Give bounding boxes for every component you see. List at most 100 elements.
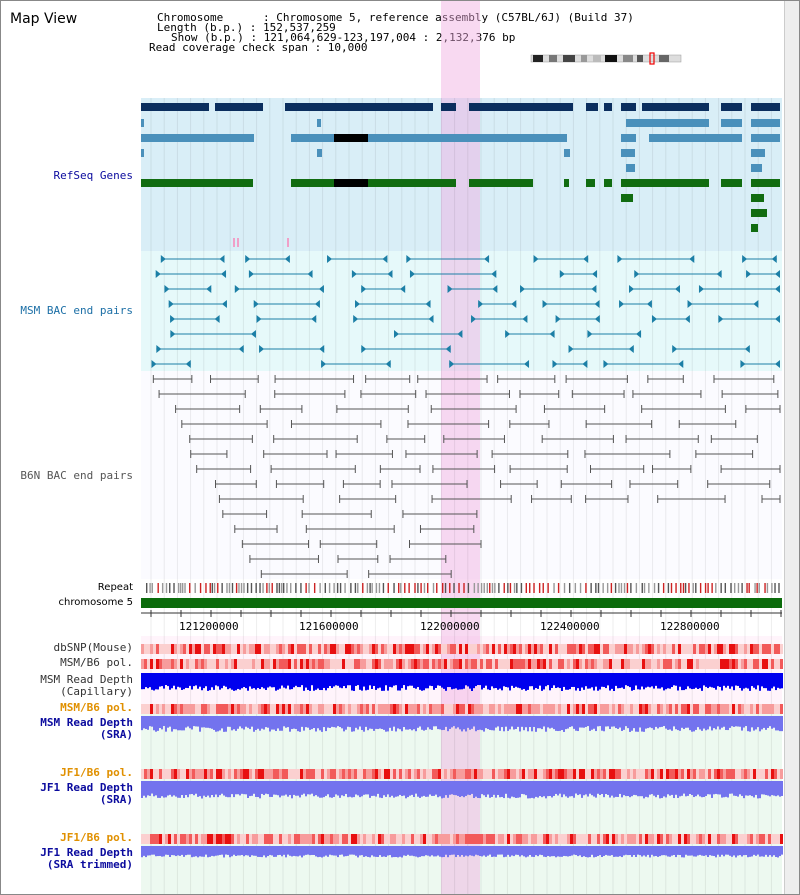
read-depth-bar — [661, 716, 663, 727]
repeat-mark — [179, 583, 182, 593]
read-depth-bar — [523, 673, 525, 689]
read-depth-bar — [305, 716, 307, 728]
read-depth-bar — [265, 781, 267, 794]
read-depth-bar — [147, 716, 149, 730]
track-label-msm-b6-pol-2[interactable]: MSM/B6 pol. — [60, 701, 133, 714]
track-label-msm-read-depth-sra[interactable]: MSM Read Depth — [40, 716, 133, 729]
polymorphism-cell — [639, 769, 642, 779]
polymorphism-cell — [285, 769, 288, 779]
polymorphism-cell — [282, 659, 285, 669]
track-label-msm-read-depth-capillary[interactable]: MSM Read Depth — [40, 673, 133, 686]
read-depth-bar — [305, 673, 307, 688]
read-depth-bar — [481, 716, 483, 731]
polymorphism-cell — [690, 659, 693, 669]
read-depth-bar — [369, 781, 371, 798]
genome-tracks-canvas[interactable] — [1, 1, 784, 894]
read-depth-bar — [651, 673, 653, 687]
polymorphism-cell — [756, 659, 759, 669]
chromosome-ideogram[interactable] — [529, 52, 687, 66]
polymorphism-cell — [381, 659, 384, 669]
polymorphism-cell — [681, 659, 684, 669]
read-depth-bar — [165, 716, 167, 732]
read-depth-bar — [363, 781, 365, 795]
read-depth-bar — [671, 716, 673, 731]
read-depth-bar — [507, 673, 509, 688]
polymorphism-cell — [690, 644, 693, 654]
polymorphism-cell — [609, 644, 612, 654]
polymorphism-cell — [615, 704, 618, 714]
read-depth-bar — [373, 846, 375, 857]
read-depth-bar — [339, 673, 341, 688]
polymorphism-cell — [528, 644, 531, 654]
read-depth-bar — [175, 781, 177, 797]
polymorphism-cell — [534, 704, 537, 714]
polymorphism-cell — [210, 644, 213, 654]
repeat-mark — [427, 583, 429, 593]
read-depth-bar — [389, 716, 391, 728]
read-depth-bar — [517, 846, 519, 855]
read-depth-bar — [393, 781, 395, 798]
read-depth-bar — [647, 846, 649, 855]
track-label-b6n-bac[interactable]: B6N BAC end pairs — [20, 469, 133, 482]
polymorphism-cell — [720, 769, 723, 779]
msm-bac-end — [219, 255, 225, 263]
read-depth-bar — [405, 781, 407, 799]
track-label-jf1-b6-pol-2[interactable]: JF1/B6 pol. — [60, 831, 133, 844]
read-depth-bar — [635, 781, 637, 796]
polymorphism-cell — [528, 704, 531, 714]
polymorphism-cell — [213, 644, 216, 654]
track-label-jf1-read-depth-trimmed[interactable]: JF1 Read Depth — [40, 846, 133, 859]
read-depth-bar — [249, 673, 251, 687]
read-depth-bar — [221, 673, 223, 689]
read-depth-bar — [237, 716, 239, 729]
read-depth-bar — [619, 846, 621, 857]
polymorphism-cell — [762, 834, 765, 844]
track-label-msm-bac[interactable]: MSM BAC end pairs — [20, 304, 133, 317]
read-depth-bar — [487, 716, 489, 730]
polymorphism-cell — [315, 769, 318, 779]
repeat-mark — [756, 583, 758, 593]
track-label-refseq[interactable]: RefSeq Genes — [53, 169, 133, 182]
polymorphism-cell — [237, 659, 240, 669]
polymorphism-cell — [351, 704, 354, 714]
polymorphism-cell — [282, 834, 285, 844]
polymorphism-cell — [639, 834, 642, 844]
read-depth-bar — [681, 781, 683, 796]
read-depth-bar — [301, 846, 303, 858]
repeat-mark — [590, 583, 592, 593]
vertical-scrollbar[interactable] — [784, 1, 799, 894]
read-depth-bar — [211, 781, 213, 796]
polymorphism-cell — [513, 704, 516, 714]
track-label-jf1-b6-pol[interactable]: JF1/B6 pol. — [60, 766, 133, 779]
msm-bac-end — [594, 315, 600, 323]
polymorphism-cell — [219, 644, 222, 654]
track-label-jf1-read-depth-sra[interactable]: JF1 Read Depth — [40, 781, 133, 794]
repeat-mark — [494, 583, 496, 593]
selected-region-highlight[interactable] — [441, 1, 480, 894]
polymorphism-cell — [234, 834, 237, 844]
read-depth-bar — [347, 846, 349, 856]
read-depth-bar — [251, 673, 253, 689]
repeat-mark — [547, 583, 549, 593]
polymorphism-cell — [552, 659, 555, 669]
polymorphism-cell — [147, 644, 150, 654]
polymorphism-cell — [441, 834, 444, 844]
polymorphism-cell — [255, 769, 258, 779]
polymorphism-cell — [339, 704, 342, 714]
read-depth-bar — [615, 716, 617, 729]
track-label-dbsnp[interactable]: dbSNP(Mouse) — [53, 641, 133, 654]
read-depth-bar — [155, 781, 157, 796]
track-label-msm-b6-pol[interactable]: MSM/B6 pol. — [60, 656, 133, 669]
read-depth-bar — [459, 716, 461, 730]
polymorphism-cell — [705, 659, 708, 669]
polymorphism-cell — [315, 834, 318, 844]
read-depth-bar — [325, 673, 327, 691]
read-depth-bar — [573, 781, 575, 798]
polymorphism-cell — [297, 704, 300, 714]
msm-bac-track-area[interactable] — [141, 251, 782, 371]
read-depth-bar — [563, 673, 565, 687]
read-depth-bar — [177, 673, 179, 687]
polymorphism-cell — [228, 834, 231, 844]
read-depth-bar — [759, 716, 761, 732]
polymorphism-cell — [579, 704, 582, 714]
